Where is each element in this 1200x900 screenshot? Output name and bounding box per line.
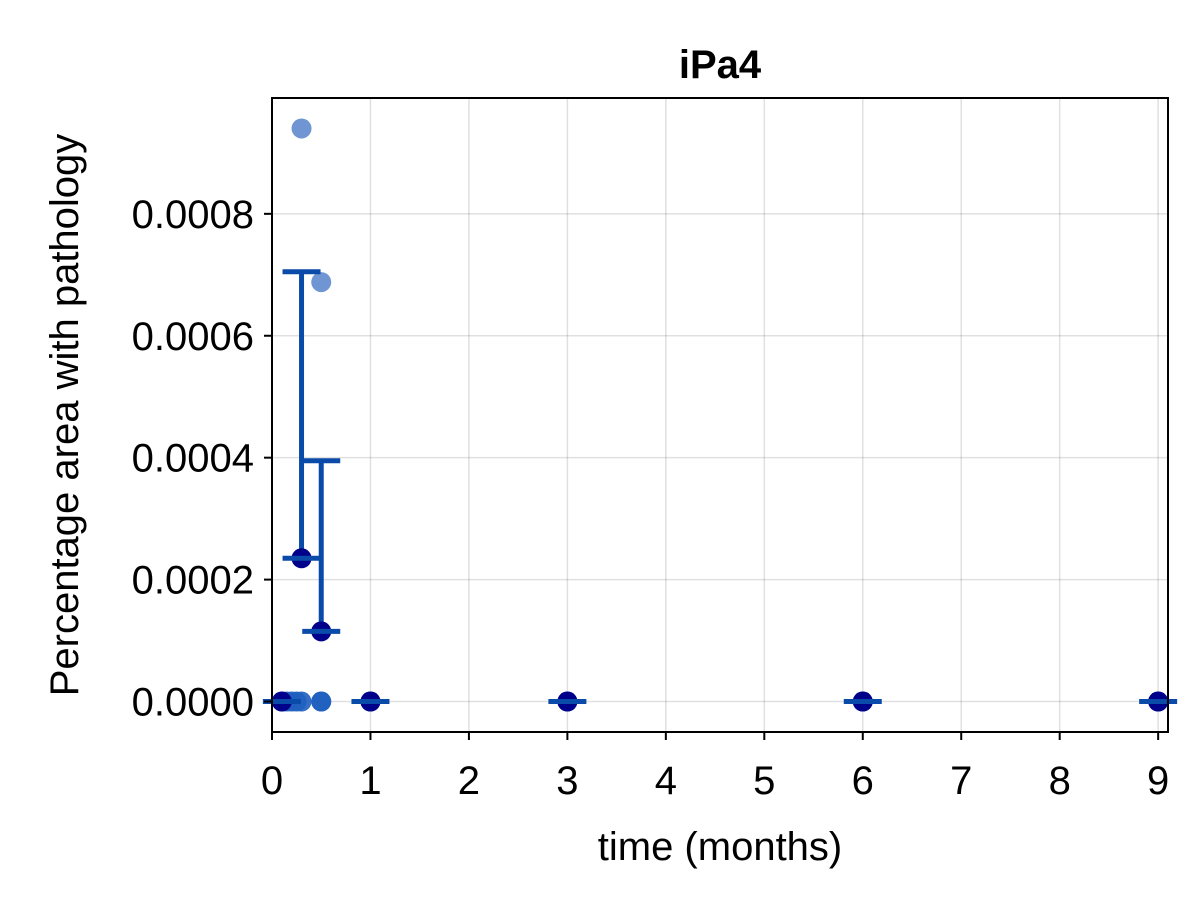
y-tick-label: 0.0008 [132, 193, 254, 237]
x-axis-label: time (months) [598, 825, 843, 869]
data-point [291, 118, 312, 139]
y-tick-label: 0.0006 [132, 315, 254, 359]
x-tick-label: 4 [655, 759, 677, 803]
x-tick-label: 2 [458, 759, 480, 803]
y-tick-label: 0.0002 [132, 559, 254, 603]
plot-area [262, 118, 1178, 712]
y-tick-label: 0.0000 [132, 681, 254, 725]
chart-title: iPa4 [679, 43, 762, 87]
x-tick-label: 1 [359, 759, 381, 803]
data-point [311, 272, 332, 293]
x-tick-label: 6 [852, 759, 874, 803]
x-tick-label: 5 [753, 759, 775, 803]
y-tick-label: 0.0004 [132, 437, 254, 481]
data-point [311, 691, 332, 712]
x-tick-label: 0 [261, 759, 283, 803]
x-tick-label: 7 [950, 759, 972, 803]
grid-lines [271, 98, 1168, 732]
x-tick-label: 9 [1147, 759, 1169, 803]
x-tick-label: 3 [556, 759, 578, 803]
plot-frame [271, 97, 1169, 733]
x-tick-label: 8 [1049, 759, 1071, 803]
y-axis-label: Percentage area with pathology [43, 134, 87, 697]
axis-ticks: 0 1 2 3 4 5 6 7 8 9 0.0000 0.0002 0.0004 0.0006 0.0008 [132, 193, 1170, 803]
data-point [291, 691, 312, 712]
